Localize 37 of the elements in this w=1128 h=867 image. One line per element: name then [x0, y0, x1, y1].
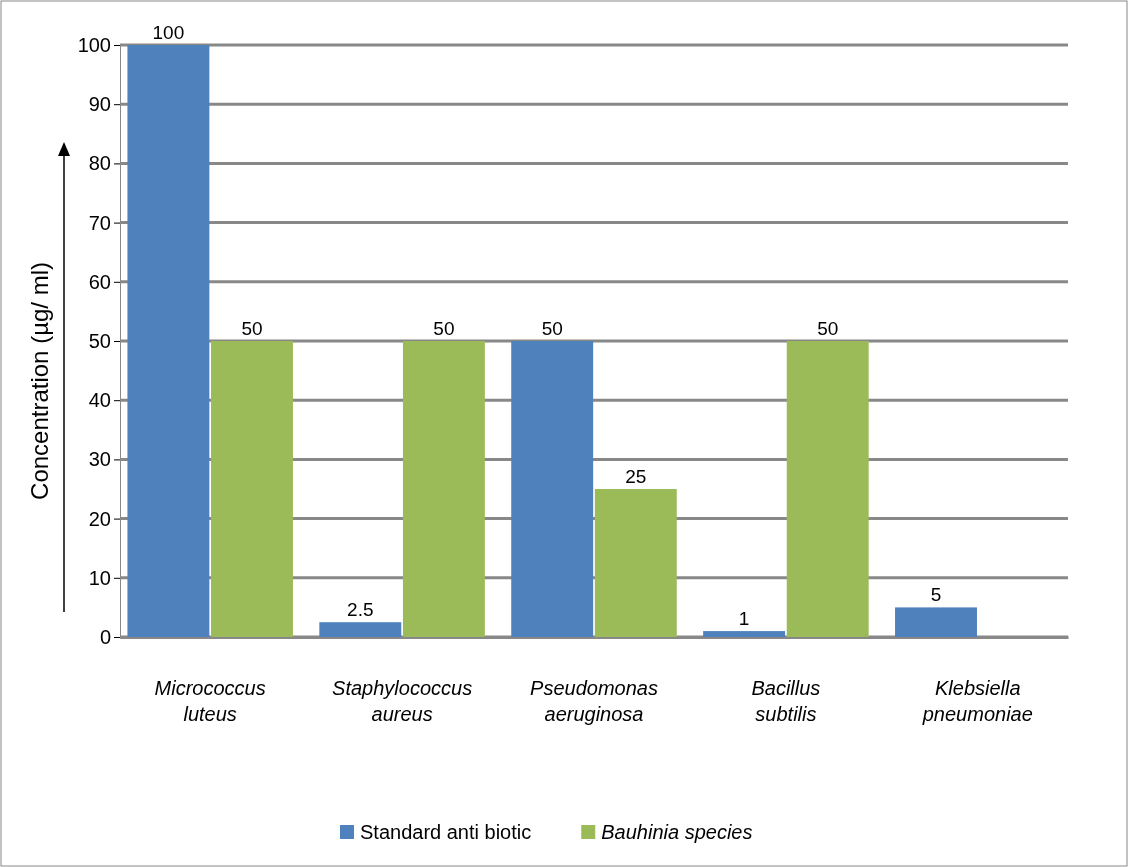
data-label: 50 — [817, 318, 839, 339]
y-tick-label: 40 — [88, 389, 111, 412]
bar — [703, 631, 786, 637]
data-label: 50 — [433, 318, 455, 339]
y-axis-title: Concentration (µg/ ml) — [26, 262, 53, 500]
data-label: 50 — [541, 318, 563, 339]
legend-label: Standard anti biotic — [360, 821, 532, 843]
y-tick-label: 100 — [77, 33, 111, 56]
bar — [211, 341, 293, 637]
x-tick-label: Micrococcus luteus — [154, 677, 266, 725]
bar — [895, 607, 977, 637]
bar — [511, 341, 594, 637]
y-tick-label: 20 — [88, 507, 111, 530]
y-tick-label: 30 — [88, 448, 111, 471]
data-label: 100 — [152, 22, 185, 43]
data-label: 2.5 — [347, 599, 374, 621]
y-tick-label: 50 — [88, 329, 111, 352]
y-tick-label: 0 — [99, 625, 111, 648]
y-tick-label: 70 — [88, 211, 111, 234]
data-label: 25 — [625, 466, 647, 487]
y-tick-label: 80 — [88, 152, 111, 175]
bar — [319, 622, 402, 637]
bar — [402, 341, 485, 637]
data-label: 1 — [738, 608, 750, 630]
bar — [594, 489, 677, 637]
y-tick-label: 10 — [88, 566, 111, 589]
x-tick-label: Klebsiella pneumoniae — [921, 677, 1033, 725]
x-tick-label: Staphylococcus aureus — [332, 677, 473, 725]
bar — [127, 45, 210, 637]
legend-label: Bauhinia species — [601, 821, 753, 843]
bar — [786, 341, 869, 637]
x-tick-label: Bacillus subtilis — [751, 677, 821, 725]
data-label: 5 — [930, 584, 942, 606]
x-tick-label: Pseudomonas aeruginosa — [530, 677, 658, 725]
data-label: 50 — [241, 318, 263, 339]
y-tick-label: 90 — [88, 93, 111, 116]
y-tick-label: 60 — [88, 270, 111, 293]
